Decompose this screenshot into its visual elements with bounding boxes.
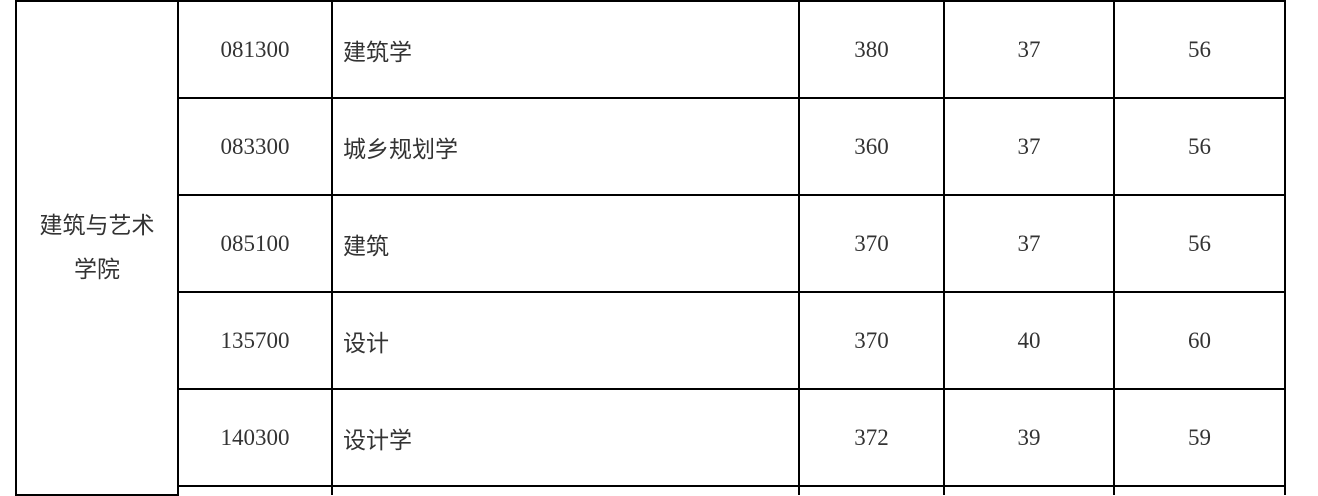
major-code: 140300: [177, 388, 333, 487]
single-score-b: 56: [1113, 194, 1286, 293]
major-name: 城乡规划学: [331, 97, 800, 196]
table-row: 140300 设计学 372 39 59: [16, 388, 1286, 487]
table-row: 135700 设计 370 40 60: [16, 291, 1286, 390]
table-row: 建筑与艺术 学院 081300 建筑学 380 37 56: [15, 0, 1286, 496]
single-score-b: 60: [1113, 291, 1286, 390]
single-score-a: 37: [943, 0, 1115, 99]
table-row: 083300 城乡规划学 360 37 56: [16, 97, 1286, 196]
college-cell: 建筑与艺术 学院: [15, 0, 179, 496]
empty-cell: [798, 485, 945, 495]
empty-cell: [177, 485, 333, 495]
single-score-b: 56: [1113, 0, 1286, 99]
major-name: 设计学: [331, 388, 800, 487]
table-row: 085100 建筑 370 37 56: [16, 194, 1286, 293]
single-score-a: 39: [943, 388, 1115, 487]
score-table: 建筑与艺术 学院 081300 建筑学 380 37 56 083300 城乡规…: [15, 0, 1286, 496]
total-score: 360: [798, 97, 945, 196]
single-score-a: 37: [943, 194, 1115, 293]
single-score-b: 59: [1113, 388, 1286, 487]
major-code: 083300: [177, 97, 333, 196]
major-code: 135700: [177, 291, 333, 390]
major-code: 081300: [177, 0, 333, 99]
major-name: 设计: [331, 291, 800, 390]
single-score-a: 37: [943, 97, 1115, 196]
college-name-line1: 建筑与艺术: [39, 213, 155, 238]
empty-cell: [1113, 485, 1286, 495]
total-score: 380: [798, 0, 945, 99]
total-score: 370: [798, 291, 945, 390]
empty-cell: [331, 485, 800, 495]
empty-cell: [943, 485, 1115, 495]
total-score: 370: [798, 194, 945, 293]
table-row-partial: [16, 485, 1286, 495]
college-name-line2: 学院: [74, 257, 120, 282]
single-score-a: 40: [943, 291, 1115, 390]
major-name: 建筑: [331, 194, 800, 293]
major-name: 建筑学: [331, 0, 800, 99]
major-code: 085100: [177, 194, 333, 293]
total-score: 372: [798, 388, 945, 487]
single-score-b: 56: [1113, 97, 1286, 196]
